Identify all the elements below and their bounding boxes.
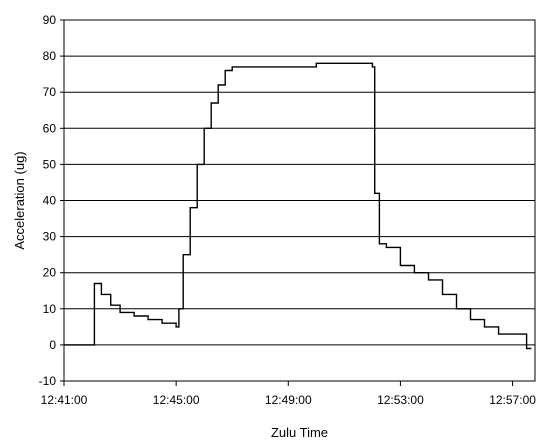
series-line [64,62,532,350]
y-axis-title: Acceleration (ug) [12,151,27,249]
y-tick-label: 30 [43,230,57,244]
x-tick-label: 12:45:00 [153,393,200,407]
x-tick-label: 12:57:00 [489,393,536,407]
y-axis-ticks: -10 0 10 20 30 40 50 60 70 80 90 [39,13,64,388]
x-tick-label: 12:53:00 [377,393,424,407]
plot-area [64,62,532,350]
y-tick-label: 0 [49,338,56,352]
x-tick-label: 12:49:00 [265,393,312,407]
x-axis-ticks: 12:41:00 12:45:00 12:49:00 12:53:00 12:57:00 [41,381,536,407]
y-tick-label: 50 [43,157,57,171]
y-tick-label: 90 [43,13,57,27]
y-tick-label: 10 [43,302,57,316]
x-axis-title: Zulu Time [271,425,328,440]
y-tick-label: 60 [43,121,57,135]
gridlines [63,19,536,382]
y-tick-label: 70 [43,85,57,99]
x-tick-label: 12:41:00 [41,393,88,407]
y-tick-label: -10 [39,374,57,388]
y-tick-label: 80 [43,49,57,63]
y-tick-label: 40 [43,194,57,208]
y-tick-label: 20 [43,266,57,280]
